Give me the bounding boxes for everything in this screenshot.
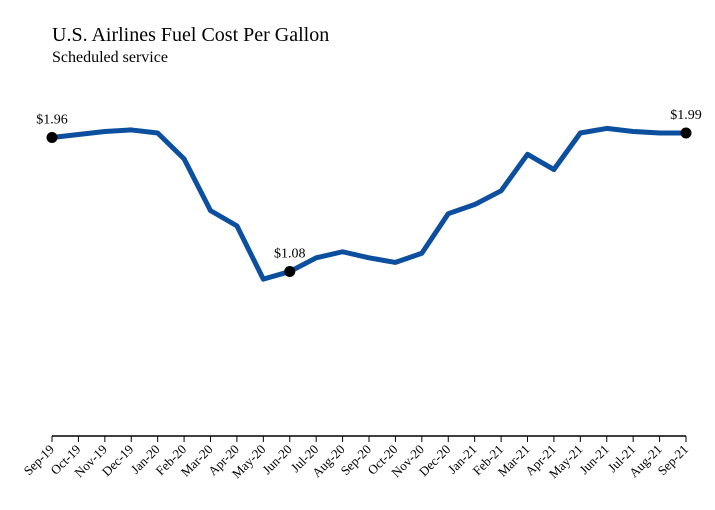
data-label: $1.99 xyxy=(670,108,702,123)
data-label: $1.08 xyxy=(274,247,306,262)
data-label: $1.96 xyxy=(36,113,68,128)
data-point xyxy=(680,127,692,139)
x-tick-label: Sep-21 xyxy=(654,442,691,479)
data-line xyxy=(51,125,686,282)
data-point xyxy=(46,132,58,144)
chart-subtitle: Scheduled service xyxy=(52,49,168,66)
x-tick-label: Jun-21 xyxy=(576,442,612,478)
chart-title: U.S. Airlines Fuel Cost Per Gallon xyxy=(52,24,329,46)
data-point xyxy=(284,266,296,278)
x-tick-label: Jun-20 xyxy=(259,442,295,478)
